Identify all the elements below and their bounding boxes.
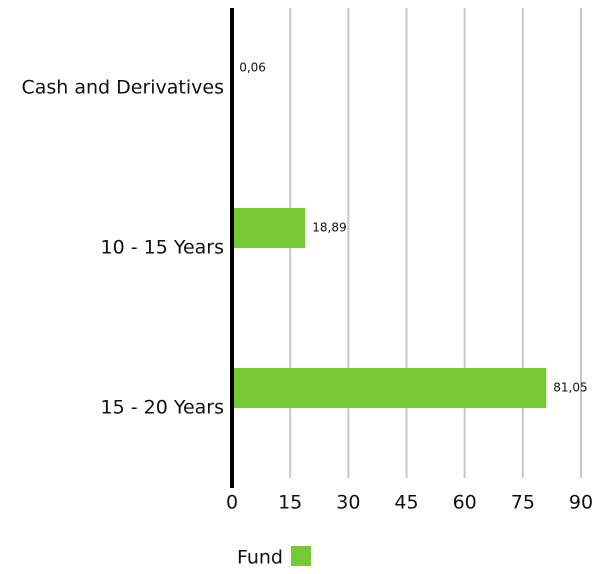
y-tick-label: 15 - 20 Years (101, 397, 224, 419)
y-tick-label: 10 - 15 Years (101, 237, 224, 259)
x-tick-label: 60 (453, 492, 477, 514)
y-tick-label: Cash and Derivatives (21, 77, 224, 99)
value-label: 18,89 (312, 221, 346, 235)
x-tick-label: 75 (511, 492, 535, 514)
value-label: 81,05 (553, 381, 587, 395)
legend-swatch (291, 546, 311, 566)
x-tick-label: 30 (336, 492, 360, 514)
legend-label: Fund (237, 547, 283, 569)
x-tick-label: 90 (569, 492, 593, 514)
x-tick-label: 0 (226, 492, 238, 514)
x-tick-label: 45 (394, 492, 418, 514)
x-tick-label: 15 (278, 492, 302, 514)
bar (232, 368, 547, 408)
bar (232, 208, 306, 248)
value-label: 0,06 (239, 61, 266, 75)
